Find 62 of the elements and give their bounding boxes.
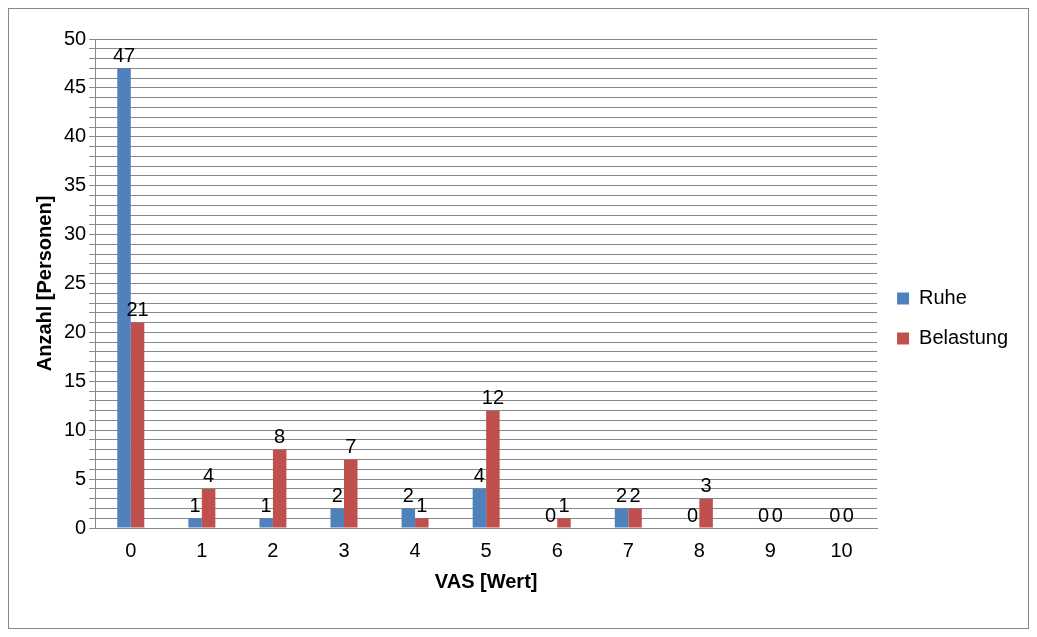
data-label: 2 xyxy=(629,483,641,506)
data-label: 0 xyxy=(842,503,854,526)
bar xyxy=(472,488,487,528)
bar xyxy=(188,518,202,528)
bar xyxy=(614,508,629,528)
y-axis-title: Anzahl [Personen] xyxy=(32,195,55,372)
y-tick-label: 15 xyxy=(64,368,87,391)
bar xyxy=(401,508,416,528)
bar xyxy=(272,449,287,528)
y-tick-label: 40 xyxy=(64,124,87,147)
bar xyxy=(699,498,713,528)
data-label: 0 xyxy=(687,503,699,526)
data-label: 1 xyxy=(189,493,201,516)
y-tick-label: 0 xyxy=(75,515,87,538)
data-label: 2 xyxy=(402,483,414,506)
legend-label: Belastung xyxy=(919,326,1009,349)
x-tick-label: 5 xyxy=(480,538,492,561)
bar xyxy=(201,488,216,528)
data-label: 47 xyxy=(112,43,136,66)
x-tick-label: 7 xyxy=(622,538,634,561)
data-label: 12 xyxy=(481,386,505,409)
data-label: 1 xyxy=(558,493,570,516)
bar xyxy=(486,410,500,528)
y-tick-label: 5 xyxy=(75,466,87,489)
bar xyxy=(259,518,273,528)
x-tick-label: 8 xyxy=(693,538,705,561)
bar xyxy=(415,518,429,528)
x-tick-label: 10 xyxy=(830,538,853,561)
data-label: 8 xyxy=(274,425,286,448)
y-tick-label: 30 xyxy=(64,222,87,245)
y-tick-label: 20 xyxy=(64,319,87,342)
x-tick-label: 6 xyxy=(551,538,563,561)
y-tick-label: 35 xyxy=(64,173,87,196)
data-label: 0 xyxy=(829,503,841,526)
data-label: 0 xyxy=(544,503,557,526)
x-tick-label: 2 xyxy=(267,538,279,561)
x-tick-label: 3 xyxy=(338,538,350,561)
data-label: 4 xyxy=(203,464,215,487)
data-label: 0 xyxy=(771,503,783,526)
x-tick-label: 1 xyxy=(196,538,208,561)
y-tick-label: 45 xyxy=(64,75,87,98)
bar xyxy=(344,459,358,528)
data-label: 1 xyxy=(416,493,428,516)
bar xyxy=(557,518,571,528)
data-label: 3 xyxy=(700,474,712,497)
y-tick-label: 10 xyxy=(64,417,87,440)
x-tick-label: 0 xyxy=(125,538,137,561)
bar xyxy=(330,508,344,528)
data-label: 0 xyxy=(758,503,770,526)
bar xyxy=(130,322,145,528)
bar xyxy=(628,508,642,528)
x-tick-label: 4 xyxy=(409,538,421,561)
data-label: 1 xyxy=(260,493,272,516)
x-tick-label: 9 xyxy=(764,538,776,561)
legend-label: Ruhe xyxy=(919,286,967,309)
data-label: 2 xyxy=(331,483,343,506)
y-tick-label: 50 xyxy=(64,26,87,49)
y-tick-label: 25 xyxy=(64,271,87,294)
x-axis-title: VAS [Wert] xyxy=(434,569,538,592)
data-label: 4 xyxy=(473,464,485,487)
data-label: 7 xyxy=(345,435,357,458)
data-label: 2 xyxy=(615,483,628,506)
